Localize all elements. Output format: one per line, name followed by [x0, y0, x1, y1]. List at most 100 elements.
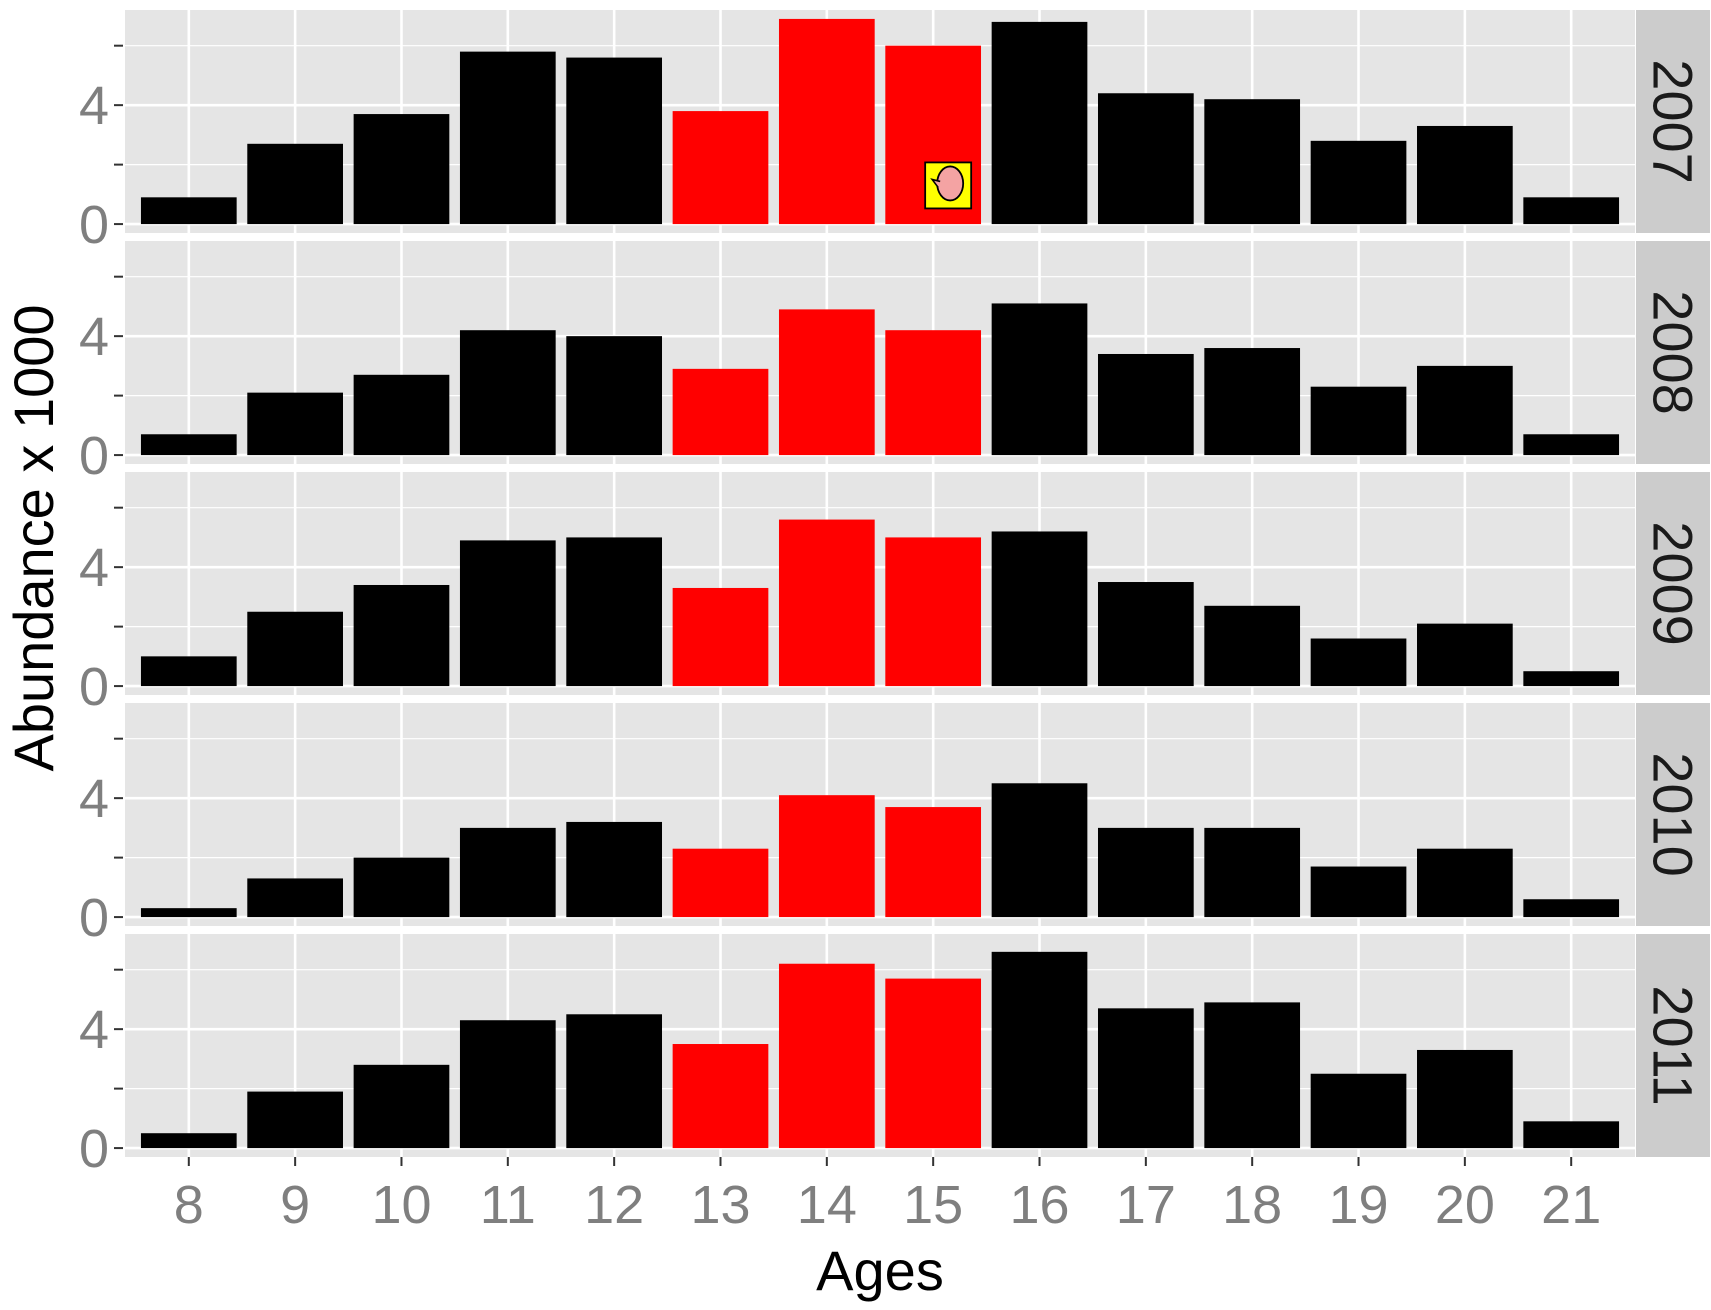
x-tick-label-8: 8: [174, 1175, 204, 1235]
bar-2010-age-21: [1523, 899, 1620, 918]
facet-panel-2009: 0 4 2009: [79, 472, 1710, 717]
bar-2011-age-14: [778, 963, 875, 1149]
y-tick-label: 0: [79, 426, 109, 486]
bar-2011-age-19: [1310, 1073, 1407, 1149]
bar-2008-age-9: [247, 392, 343, 456]
bar-2009-age-12: [566, 537, 663, 687]
bar-2007-age-14: [778, 18, 875, 225]
facet-panel-2011: 0 4 2011: [79, 934, 1710, 1179]
bar-2008-age-8: [140, 434, 237, 456]
bar-2008-age-18: [1204, 348, 1301, 456]
bar-2010-age-8: [140, 908, 237, 918]
panel-background: [125, 934, 1635, 1157]
x-axis: 8 9 10 11 12 13 14 15 16 17 18 19 20 21: [174, 1157, 1601, 1235]
x-tick-label-9: 9: [280, 1175, 310, 1235]
x-axis-title: Ages: [816, 1239, 944, 1302]
bar-2007-age-18: [1204, 99, 1301, 225]
panel-background: [125, 241, 1635, 464]
bar-2010-age-12: [566, 821, 663, 918]
bar-2009-age-20: [1417, 623, 1513, 687]
facet-panel-2010: 0 4 2010: [79, 703, 1710, 948]
bar-2008-age-14: [778, 309, 875, 456]
facet-strip-label: 2008: [1642, 290, 1705, 415]
x-tick-label-14: 14: [797, 1175, 857, 1235]
bar-2010-age-11: [459, 827, 556, 918]
x-tick-label-13: 13: [690, 1175, 750, 1235]
bar-2007-age-9: [247, 143, 343, 225]
bar-2010-age-13: [672, 848, 769, 918]
bar-2008-age-17: [1097, 353, 1194, 456]
bar-2007-age-21: [1523, 197, 1620, 225]
x-tick-label-18: 18: [1222, 1175, 1282, 1235]
bar-2007-age-11: [459, 51, 556, 225]
bar-2010-age-15: [885, 807, 982, 918]
panel-background: [125, 703, 1635, 926]
x-tick-label-11: 11: [480, 1175, 536, 1235]
x-tick-label-20: 20: [1435, 1175, 1495, 1235]
y-tick-label: 4: [79, 769, 109, 829]
x-tick-label-12: 12: [584, 1175, 644, 1235]
bar-2011-age-12: [566, 1014, 663, 1149]
bar-2010-age-10: [353, 857, 450, 918]
bar-2010-age-20: [1417, 848, 1513, 918]
bar-2010-age-17: [1097, 827, 1194, 918]
bar-2008-age-15: [885, 330, 982, 456]
bar-2008-age-20: [1417, 365, 1513, 456]
bar-2007-age-17: [1097, 93, 1194, 225]
bar-2010-age-9: [247, 878, 343, 918]
y-tick-label: 4: [79, 538, 109, 598]
facet-strip-label: 2011: [1642, 985, 1705, 1105]
x-tick-label-19: 19: [1328, 1175, 1388, 1235]
y-axis-title: Abundance x 1000: [2, 304, 65, 771]
y-tick-label: 0: [79, 195, 109, 255]
bar-2007-age-20: [1417, 125, 1513, 225]
bar-2009-age-18: [1204, 605, 1301, 687]
bar-2010-age-19: [1310, 866, 1407, 918]
bar-2007-age-13: [672, 111, 769, 225]
x-tick-label-10: 10: [371, 1175, 431, 1235]
bar-2008-age-19: [1310, 386, 1407, 456]
bar-2011-age-11: [459, 1020, 556, 1149]
bar-2009-age-16: [991, 531, 1088, 687]
bar-2008-age-11: [459, 330, 556, 456]
facet-strip: [1636, 934, 1710, 1157]
bar-2009-age-15: [885, 537, 982, 687]
bar-2009-age-21: [1523, 671, 1620, 687]
panel-background: [125, 10, 1635, 233]
bar-2008-age-16: [991, 303, 1088, 456]
bar-2008-age-10: [353, 374, 450, 456]
panels-layer: 0 4 2007 0 4 2008 0 4 2009 0 4 2010 0 4 2011: [79, 10, 1710, 1179]
facet-panel-2007: 0 4 2007: [79, 10, 1710, 255]
facet-strip: [1636, 472, 1710, 695]
bar-2011-age-13: [672, 1044, 769, 1149]
bar-2009-age-17: [1097, 582, 1194, 687]
bar-2008-age-13: [672, 368, 769, 456]
x-tick-label-15: 15: [903, 1175, 963, 1235]
bar-2011-age-21: [1523, 1121, 1620, 1149]
bar-2011-age-15: [885, 978, 982, 1149]
bar-2011-age-8: [140, 1133, 237, 1149]
bar-2009-age-8: [140, 656, 237, 687]
bar-2009-age-19: [1310, 638, 1407, 687]
bar-2009-age-13: [672, 587, 769, 687]
x-tick-label-16: 16: [1009, 1175, 1069, 1235]
bar-2009-age-14: [778, 519, 875, 687]
bar-2011-age-16: [991, 951, 1088, 1149]
y-tick-label: 0: [79, 1119, 109, 1179]
y-tick-label: 4: [79, 307, 109, 367]
facet-strip-label: 2010: [1642, 752, 1705, 877]
x-tick-label-21: 21: [1541, 1175, 1601, 1235]
bar-2007-age-10: [353, 114, 450, 225]
bar-2010-age-18: [1204, 827, 1301, 918]
facet-strip-label: 2007: [1642, 59, 1705, 184]
facet-strip: [1636, 241, 1710, 464]
bar-2007-age-19: [1310, 140, 1407, 225]
facet-strip: [1636, 10, 1710, 233]
bar-2011-age-9: [247, 1091, 343, 1149]
y-tick-label: 0: [79, 888, 109, 948]
facet-strip: [1636, 703, 1710, 926]
x-tick-label-17: 17: [1116, 1175, 1176, 1235]
bar-2009-age-11: [459, 540, 556, 687]
bar-2007-age-8: [140, 197, 237, 225]
